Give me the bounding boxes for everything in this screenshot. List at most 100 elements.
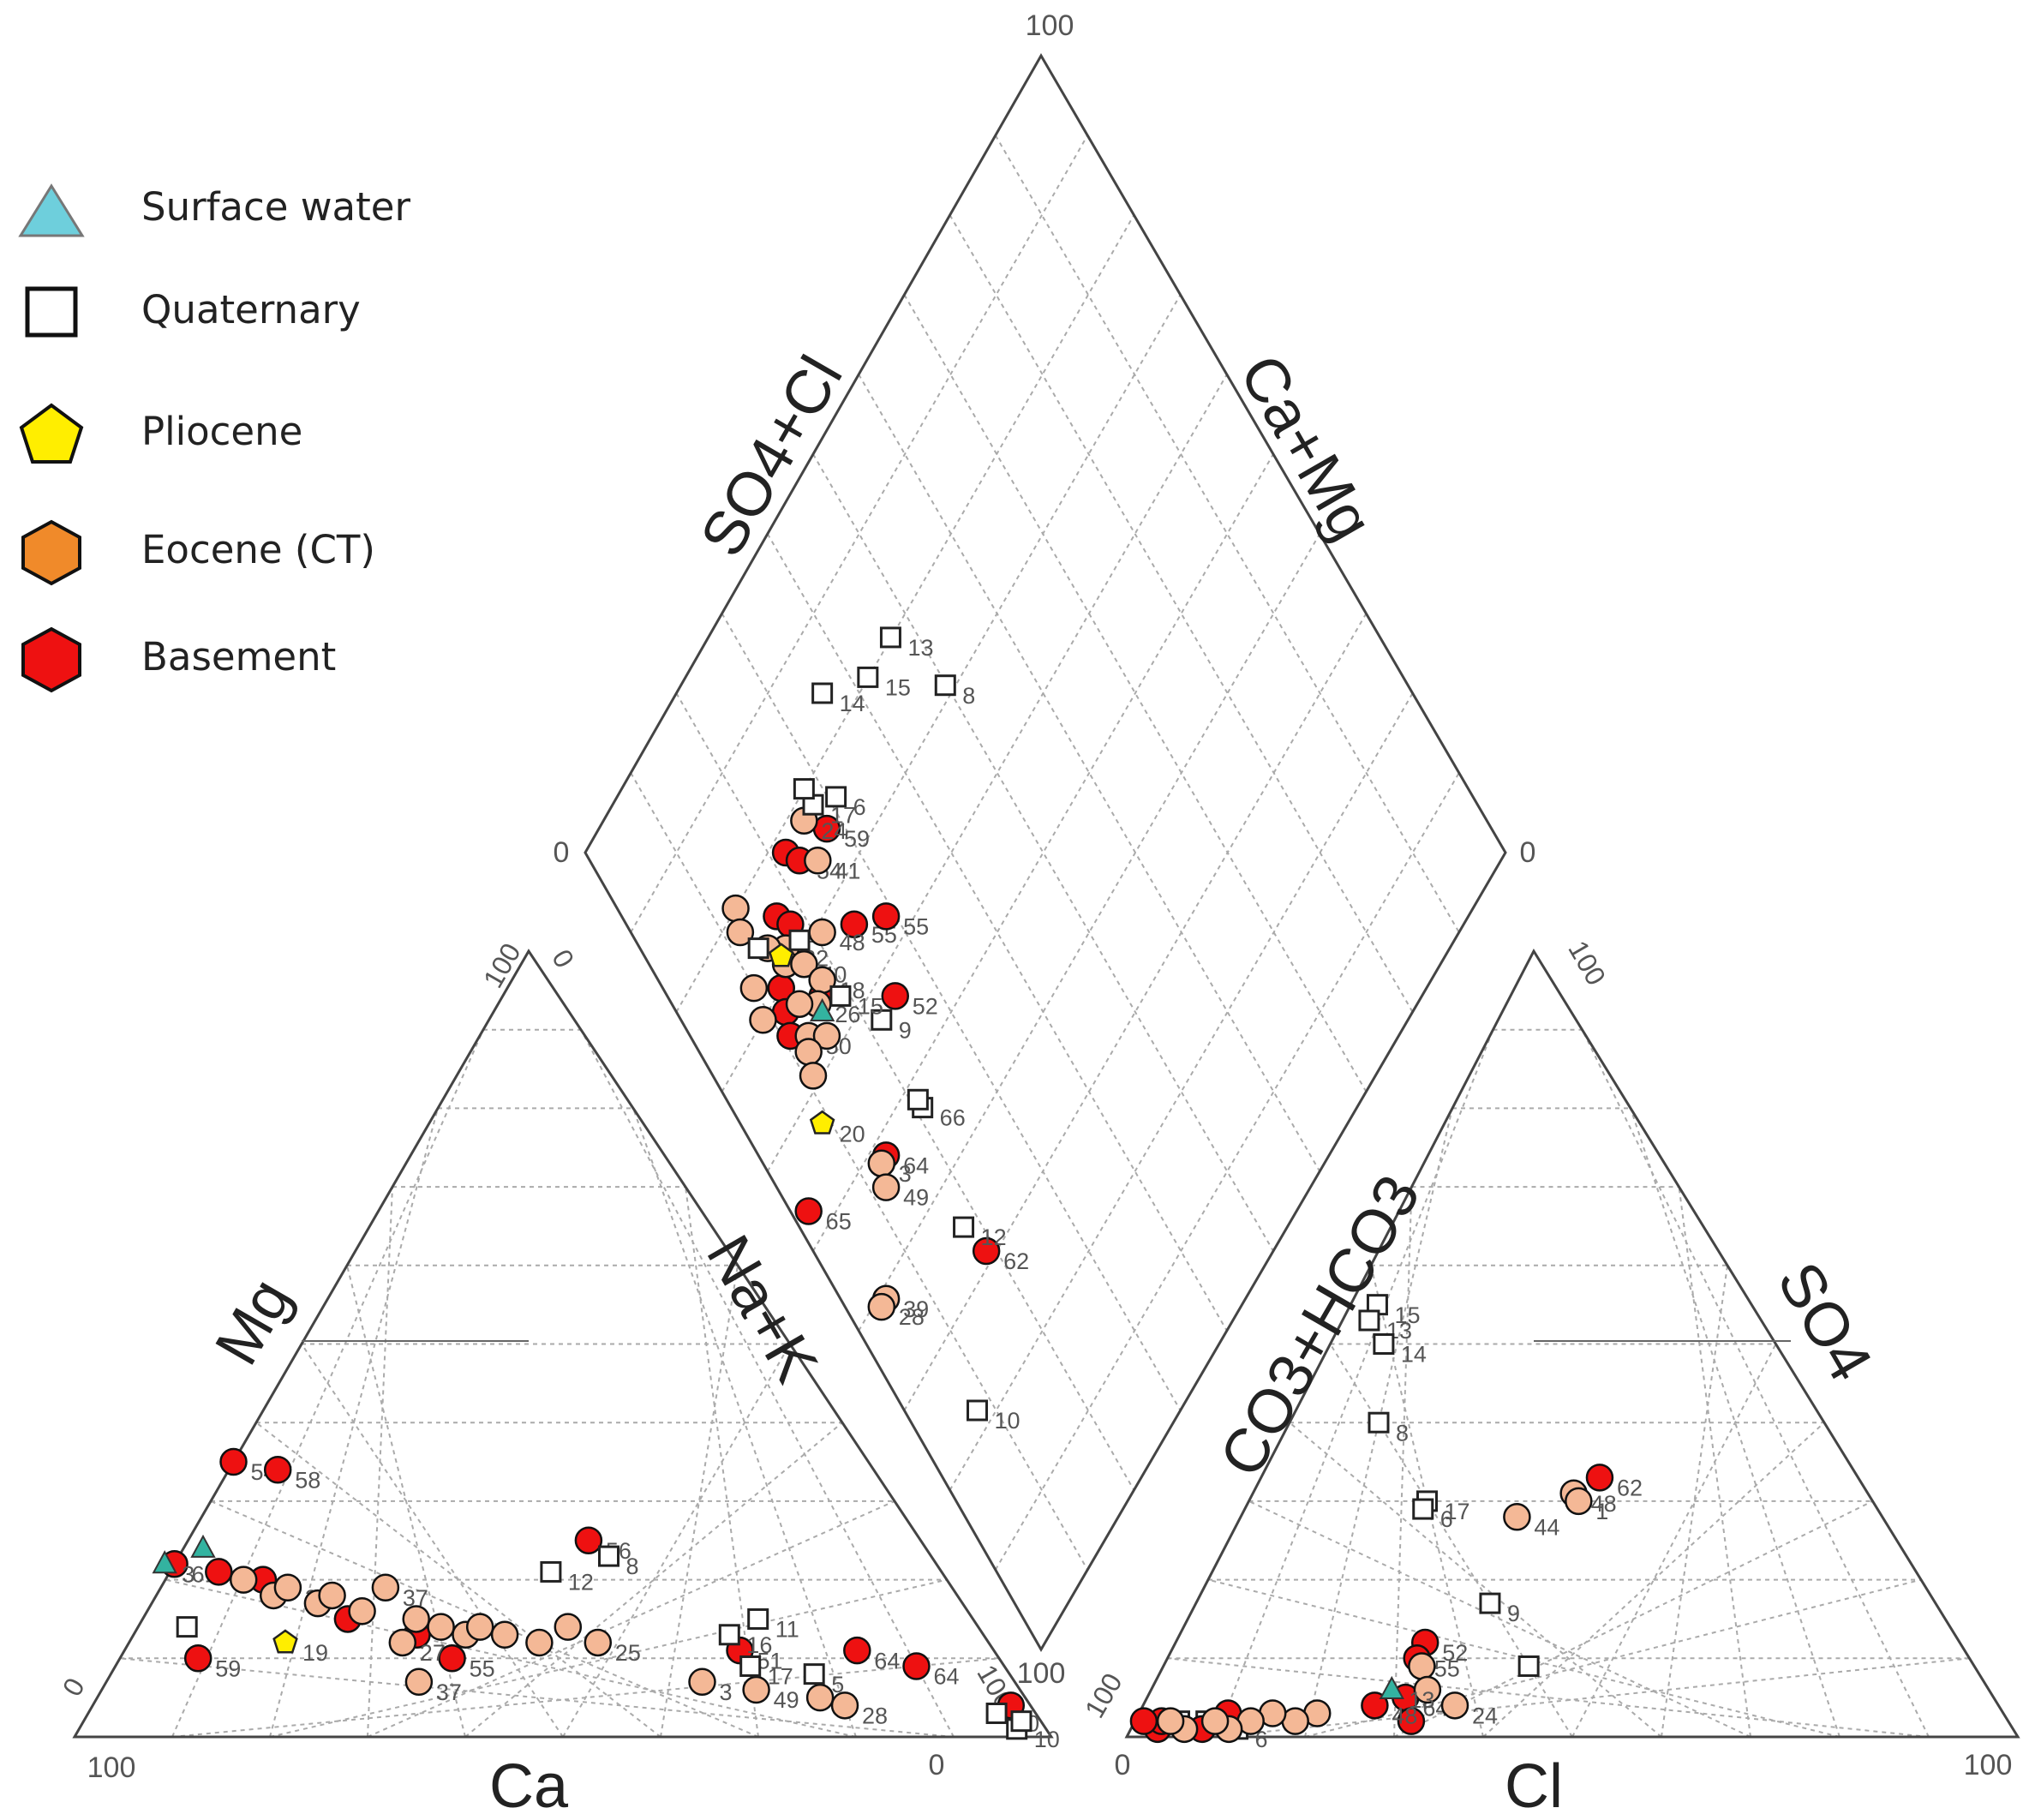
cation-point-label: 55 <box>470 1655 495 1681</box>
triangle-icon <box>18 183 85 237</box>
anion-point-eocene <box>1156 1707 1185 1735</box>
cation-point-eocene <box>490 1620 519 1649</box>
anion-point-eocene <box>1565 1487 1593 1516</box>
diamond-gridline <box>721 294 1182 1093</box>
anion-triangle-gridline <box>1248 1500 1751 1738</box>
tick-label: 100 <box>477 938 527 993</box>
diamond-point-basement <box>972 1236 1001 1266</box>
anion-triangle-gridline <box>1661 1265 1728 1738</box>
anion-point-label: 52 <box>1442 1640 1468 1666</box>
cation-point-quaternary <box>176 1616 198 1638</box>
square-icon <box>25 286 78 338</box>
anion-point-label: 6 <box>1255 1727 1268 1752</box>
diamond-point-surface <box>809 997 835 1021</box>
cation-point-quaternary <box>598 1545 619 1567</box>
diamond-gridline <box>994 135 1460 933</box>
anion-triangle-gridline <box>1167 1657 1930 1738</box>
cation-point-label: 5 <box>831 1672 844 1697</box>
tick-label: 100 <box>1026 9 1074 42</box>
anion-triangle-gridline <box>1571 1344 1777 1738</box>
cation-point-quaternary <box>985 1702 1008 1724</box>
cation-point-eocene <box>554 1613 583 1641</box>
legend-label: Quaternary <box>141 287 361 332</box>
anion-triangle-outline <box>1124 948 2020 1739</box>
diamond-point-quaternary <box>953 1216 975 1238</box>
anion-point-basement <box>1585 1464 1614 1492</box>
diamond-point-label: 14 <box>840 691 865 716</box>
cation-point-eocene <box>525 1628 554 1657</box>
tick-label: 0 <box>546 944 580 973</box>
diamond-point-label: 3 <box>899 1161 912 1187</box>
diamond-point-label: 66 <box>940 1105 966 1131</box>
cation-axis-label-nak: Na+K <box>693 1224 830 1394</box>
diamond-point-pliocene <box>768 943 794 967</box>
cation-point-eocene <box>371 1573 400 1602</box>
tick-label: 0 <box>554 836 570 869</box>
legend-label: Basement <box>141 634 337 680</box>
cation-triangle-gridline <box>367 1500 895 1738</box>
diamond-point-label: 65 <box>826 1209 852 1235</box>
tick-label: 100 <box>1079 1668 1128 1723</box>
cation-axis-label-mg: Mg <box>202 1267 304 1376</box>
hexagon-icon <box>21 519 81 586</box>
diamond-point-label: 13 <box>907 635 933 661</box>
anion-point-eocene <box>1503 1502 1531 1531</box>
legend-marker <box>18 183 85 237</box>
cation-point-surface <box>152 1550 177 1574</box>
anion-point-quaternary <box>1517 1655 1540 1677</box>
tick-label: 100 <box>87 1751 136 1784</box>
diamond-point-label: 64 <box>903 1153 929 1179</box>
cation-triangle-gridline <box>685 1186 759 1738</box>
diamond-point-label: 10 <box>995 1408 1020 1434</box>
diamond-gridline <box>675 692 1135 1491</box>
diamond-point-label: 12 <box>981 1224 1007 1250</box>
diamond-point-quaternary <box>967 1399 989 1422</box>
cation-point-eocene <box>584 1628 613 1657</box>
anion-point-label: 6 <box>1440 1506 1453 1532</box>
legend-marker <box>21 626 81 693</box>
anion-point-surface <box>1379 1675 1404 1699</box>
cation-point-eocene <box>388 1628 417 1657</box>
cation-point-eocene <box>805 1683 835 1712</box>
cation-point-label: 11 <box>775 1617 799 1643</box>
diamond-point-eocene <box>867 1292 896 1321</box>
cation-point-basement <box>574 1526 603 1554</box>
diamond-point-basement <box>794 1197 823 1225</box>
cation-point-label: 37 <box>436 1679 462 1705</box>
diamond-point-quaternary <box>788 929 811 951</box>
legend-item-pliocene: Pliocene <box>9 392 488 477</box>
cation-triangle-gridline <box>119 1657 955 1738</box>
anion-point-eocene <box>1200 1707 1230 1735</box>
diamond-point-quaternary <box>825 786 847 808</box>
cation-point-eocene <box>465 1613 494 1641</box>
diamond-point-pliocene <box>809 1110 835 1135</box>
diamond-point-eocene <box>721 894 750 923</box>
cation-point-quaternary <box>718 1624 740 1646</box>
cation-point-label: 59 <box>215 1655 241 1681</box>
cation-triangle-gridline <box>367 1187 393 1738</box>
diamond-point-eocene <box>726 918 755 947</box>
cation-point-basement <box>219 1447 248 1476</box>
diamond-point-label: 6 <box>853 794 866 820</box>
cation-triangle-gridline <box>269 1108 439 1738</box>
cation-point-label: 3 <box>182 1561 195 1587</box>
anion-triangle-gridline <box>1207 1578 1840 1738</box>
anion-triangle-gridline <box>1393 1187 1413 1738</box>
cation-triangle-gridline <box>165 1578 857 1738</box>
cation-point-eocene <box>229 1566 258 1594</box>
diamond-point-eocene <box>785 990 814 1018</box>
anion-point-label: 17 <box>1445 1499 1470 1524</box>
cation-point-eocene <box>318 1581 346 1610</box>
anion-point-label: 8 <box>1396 1420 1409 1446</box>
anion-point-eocene <box>1413 1675 1442 1704</box>
diamond-point-quaternary <box>811 682 834 704</box>
cation-point-label: 10 <box>1034 1727 1060 1752</box>
cation-point-basement <box>438 1644 466 1673</box>
tick-label: 0 <box>929 1749 945 1781</box>
cation-point-label: 64 <box>934 1664 960 1690</box>
diamond-gridline <box>630 135 1089 933</box>
legend-marker <box>25 286 78 338</box>
cation-point-label: 27 <box>420 1640 446 1666</box>
anion-point-quaternary <box>1358 1309 1380 1332</box>
